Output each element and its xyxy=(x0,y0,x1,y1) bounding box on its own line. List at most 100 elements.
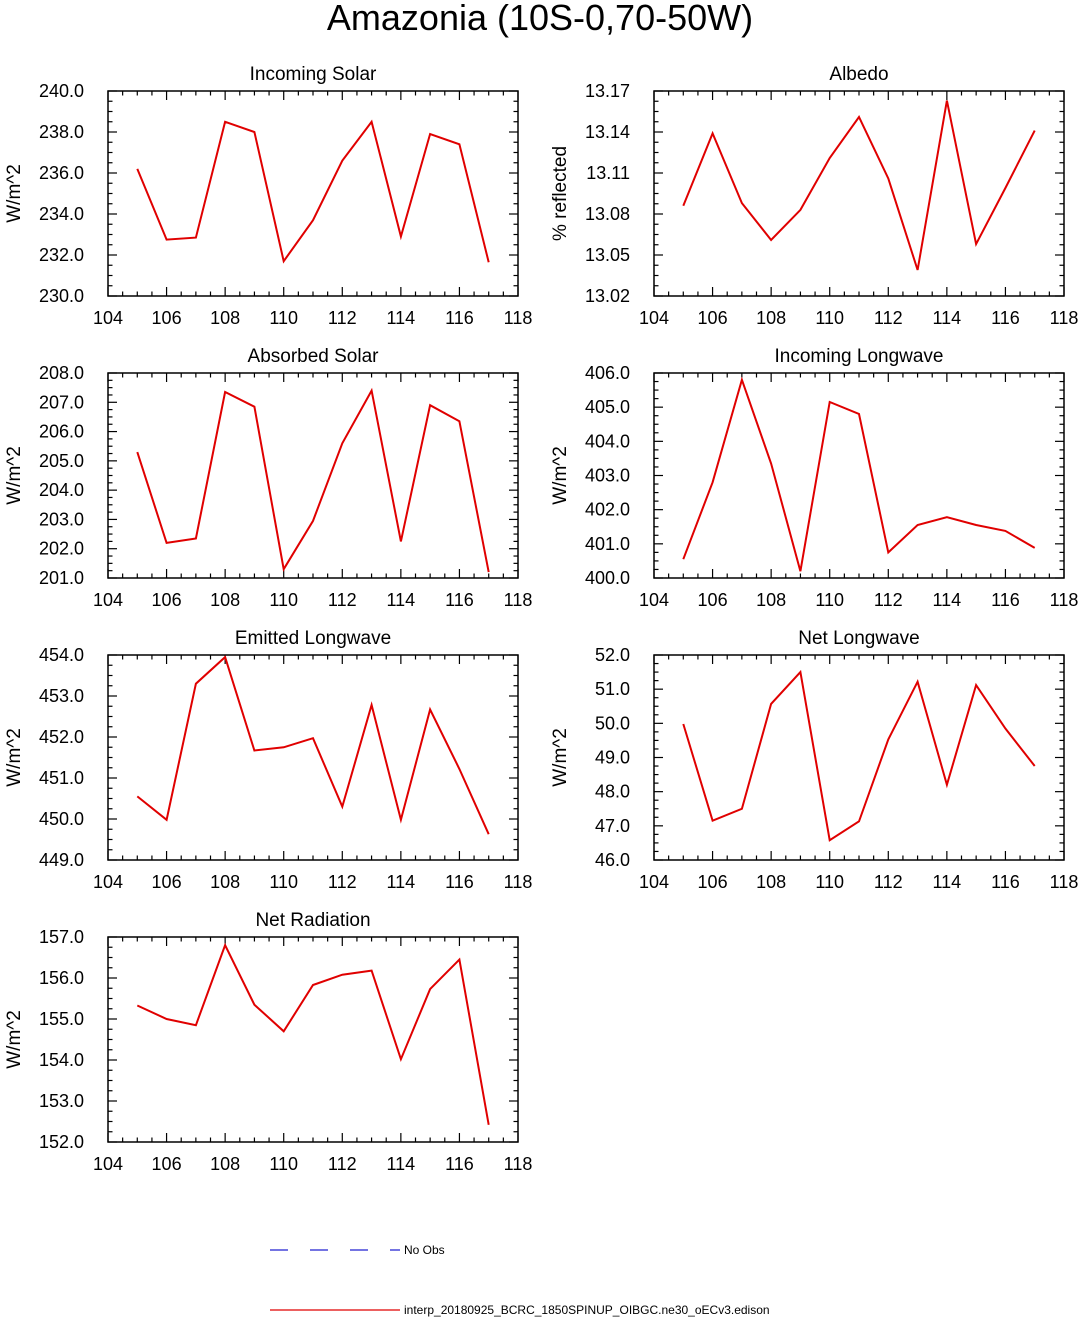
chart-absorbed-solar: Absorbed Solar W/m^2 104 106 108 110 112 114 116… xyxy=(4,346,532,610)
y-tick-label: 49.0 xyxy=(595,748,630,768)
legend-obs-label: No Obs xyxy=(404,1243,445,1257)
x-tick-label: 116 xyxy=(991,308,1020,328)
series-line-model xyxy=(136,942,490,1125)
y-tick-label: 208.0 xyxy=(39,363,84,383)
y-tick-label: 449.0 xyxy=(39,850,84,870)
x-tick-label: 106 xyxy=(698,590,728,610)
x-tick-label: 106 xyxy=(698,308,728,328)
y-axis-label: W/m^2 xyxy=(4,446,25,505)
x-tick-label: 108 xyxy=(756,308,786,328)
chart-panels: Incoming Solar W/m^2 104 106 108 110 112 114 116… xyxy=(4,64,1078,1174)
y-tick-label: 404.0 xyxy=(585,431,630,451)
figure-title: Amazonia (10S-0,70-50W) xyxy=(327,0,753,38)
plot-frame xyxy=(653,654,1065,861)
y-tick-label: 50.0 xyxy=(595,713,630,733)
chart-albedo: Albedo % reflected 104 106 108 110 112 114 116 11… xyxy=(550,64,1078,328)
y-tick-label: 238.0 xyxy=(39,122,84,142)
series-line-model xyxy=(136,655,490,835)
chart-net-longwave: Net Longwave W/m^2 104 106 108 110 112 114 116 11… xyxy=(550,628,1078,892)
y-tick-label: 230.0 xyxy=(39,286,84,306)
chart-title: Net Longwave xyxy=(798,628,919,649)
y-tick-label: 405.0 xyxy=(585,397,630,417)
y-tick-label: 13.02 xyxy=(585,286,630,306)
y-tick-label: 153.0 xyxy=(39,1091,84,1111)
x-tick-label: 116 xyxy=(445,308,474,328)
y-tick-label: 201.0 xyxy=(39,568,84,588)
x-tick-label: 114 xyxy=(387,1154,416,1174)
y-tick-label: 452.0 xyxy=(39,727,84,747)
x-tick-label: 108 xyxy=(210,308,240,328)
x-tick-label: 106 xyxy=(152,1154,182,1174)
y-tick-label: 402.0 xyxy=(585,500,630,520)
x-tick-label: 110 xyxy=(815,308,844,328)
y-tick-label: 52.0 xyxy=(595,645,630,665)
x-tick-label: 118 xyxy=(1050,308,1079,328)
x-tick-label: 114 xyxy=(933,872,962,892)
x-tick-label: 110 xyxy=(269,590,298,610)
y-tick-label: 13.11 xyxy=(586,163,630,183)
legend-model-label: interp_20180925_BCRC_1850SPINUP_OIBGC.ne… xyxy=(404,1303,770,1317)
x-tick-label: 104 xyxy=(93,590,123,610)
y-axis-label: W/m^2 xyxy=(4,728,25,787)
chart-net-radiation: Net Radiation W/m^2 104 106 108 110 112 114 116 1… xyxy=(4,910,532,1174)
y-tick-label: 13.17 xyxy=(585,81,630,101)
series-line-model xyxy=(682,669,1036,842)
x-tick-label: 112 xyxy=(328,590,357,610)
x-tick-label: 116 xyxy=(991,590,1020,610)
y-tick-label: 232.0 xyxy=(39,245,84,265)
y-axis-label: % reflected xyxy=(550,146,571,241)
y-tick-label: 401.0 xyxy=(585,534,630,554)
plot-frame xyxy=(107,654,519,861)
y-tick-label: 203.0 xyxy=(39,509,84,529)
y-tick-label: 403.0 xyxy=(585,466,630,486)
x-tick-label: 118 xyxy=(504,872,533,892)
y-tick-label: 450.0 xyxy=(39,809,84,829)
x-tick-label: 114 xyxy=(387,872,416,892)
y-tick-label: 205.0 xyxy=(39,451,84,471)
chart-title: Albedo xyxy=(829,64,888,85)
chart-incoming-solar: Incoming Solar W/m^2 104 106 108 110 112 114 116… xyxy=(4,64,532,328)
y-tick-label: 157.0 xyxy=(39,927,84,947)
x-tick-label: 108 xyxy=(756,590,786,610)
x-tick-label: 108 xyxy=(210,872,240,892)
x-tick-label: 106 xyxy=(152,308,182,328)
x-tick-label: 112 xyxy=(874,308,903,328)
x-tick-label: 114 xyxy=(933,308,962,328)
plot-frame xyxy=(107,936,519,1143)
x-tick-label: 118 xyxy=(1050,590,1079,610)
x-tick-label: 110 xyxy=(269,872,298,892)
x-tick-label: 118 xyxy=(1050,872,1079,892)
x-tick-label: 112 xyxy=(328,1154,357,1174)
chart-title: Incoming Longwave xyxy=(775,346,944,367)
y-tick-label: 48.0 xyxy=(595,782,630,802)
series-line-model xyxy=(682,100,1036,271)
chart-title: Emitted Longwave xyxy=(235,628,391,649)
y-tick-label: 400.0 xyxy=(585,568,630,588)
x-tick-label: 118 xyxy=(504,308,533,328)
x-tick-label: 104 xyxy=(639,590,669,610)
y-tick-label: 236.0 xyxy=(39,163,84,183)
x-tick-label: 114 xyxy=(933,590,962,610)
y-tick-label: 154.0 xyxy=(39,1050,84,1070)
x-tick-label: 114 xyxy=(387,590,416,610)
y-axis-label: W/m^2 xyxy=(550,728,571,787)
y-tick-label: 406.0 xyxy=(585,363,630,383)
series-line-model xyxy=(682,376,1036,572)
y-tick-label: 152.0 xyxy=(39,1132,84,1152)
y-tick-label: 454.0 xyxy=(39,645,84,665)
y-tick-label: 13.08 xyxy=(585,204,630,224)
x-tick-label: 104 xyxy=(93,308,123,328)
x-tick-label: 116 xyxy=(445,590,474,610)
y-tick-label: 240.0 xyxy=(39,81,84,101)
plot-frame xyxy=(107,90,519,297)
y-tick-label: 46.0 xyxy=(595,850,630,870)
x-tick-label: 104 xyxy=(639,872,669,892)
x-tick-label: 112 xyxy=(874,872,903,892)
legend: No Obs interp_20180925_BCRC_1850SPINUP_O… xyxy=(270,1243,770,1317)
x-tick-label: 104 xyxy=(93,1154,123,1174)
x-tick-label: 112 xyxy=(874,590,903,610)
chart-title: Net Radiation xyxy=(255,910,370,931)
y-axis-label: W/m^2 xyxy=(4,1010,25,1069)
x-tick-label: 116 xyxy=(991,872,1020,892)
